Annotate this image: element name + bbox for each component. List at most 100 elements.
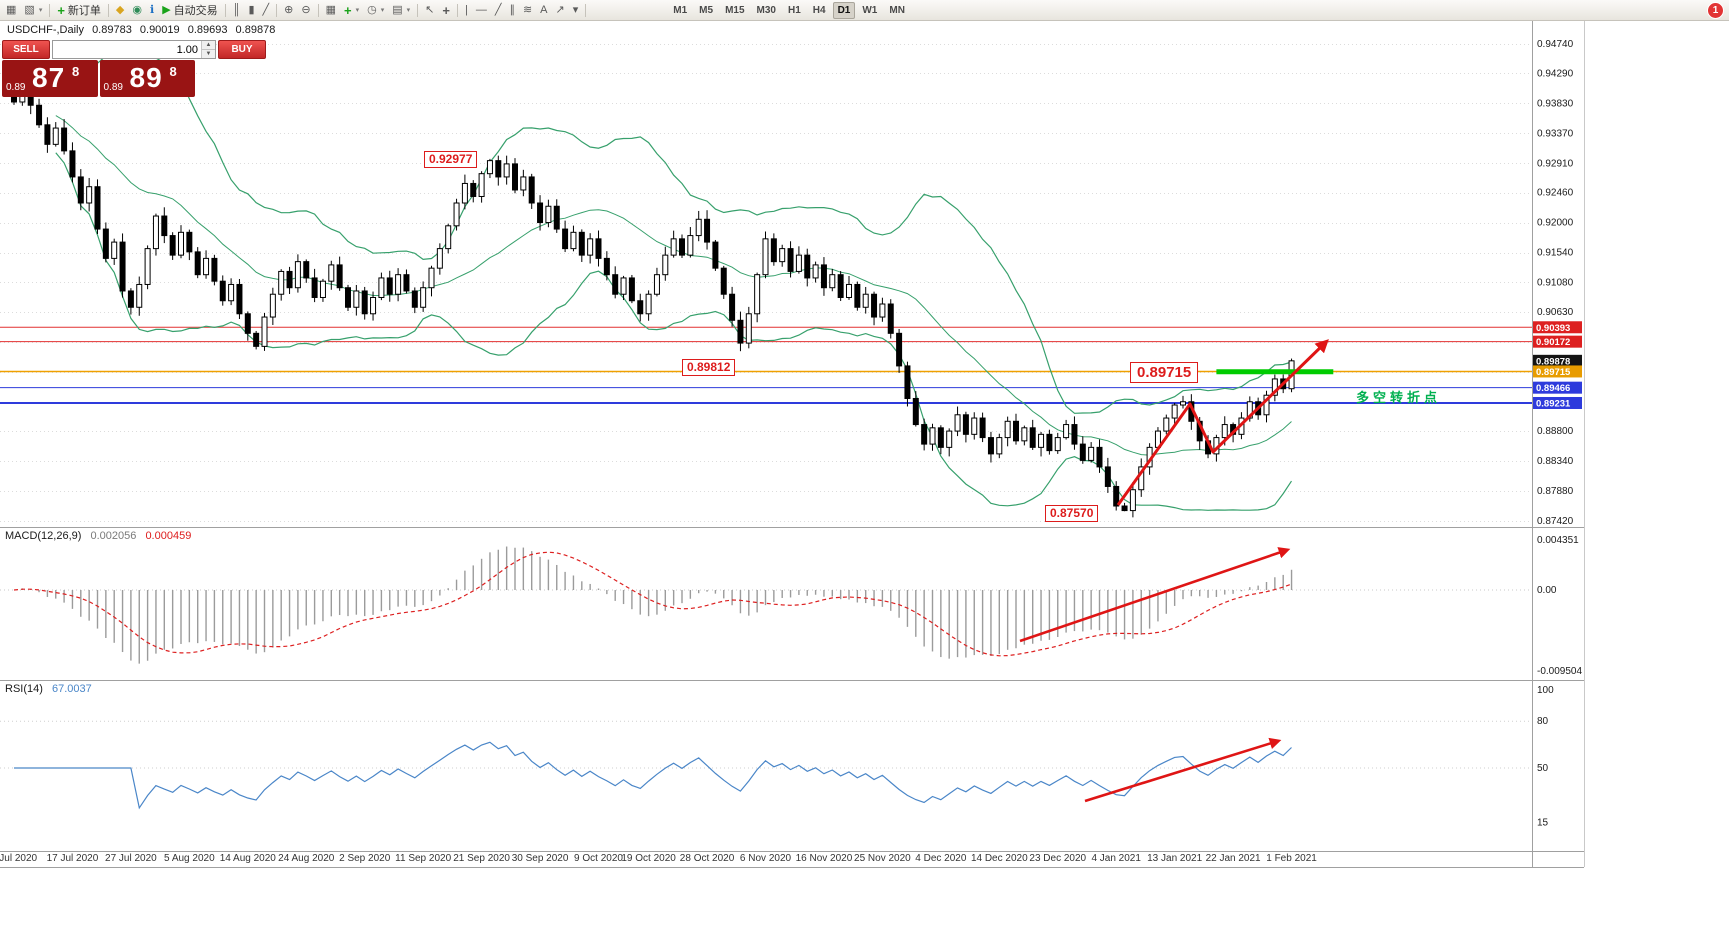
zoom-in-button[interactable]: ⊕ — [280, 1, 297, 19]
trend-arrow-macd[interactable] — [1019, 547, 1291, 643]
horizontal-line-button[interactable]: — — [472, 1, 491, 19]
about-button[interactable]: ℹ — [146, 1, 158, 19]
profiles-button[interactable]: ▧ ▾ — [20, 1, 46, 19]
indicators-caret-icon: ▾ — [355, 7, 360, 14]
crosshair-icon: + — [442, 2, 450, 18]
price-scale-label: 0.92460 — [1537, 188, 1574, 199]
line-chart-icon: ╱ — [262, 3, 270, 16]
crosshair-button[interactable]: + — [438, 1, 454, 19]
sell-price-box[interactable]: 0.89 87 8 — [2, 60, 98, 97]
volume-spinner: ▲ ▼ — [201, 41, 215, 58]
toolbar-separator — [49, 3, 51, 17]
market-button[interactable]: ◉ — [128, 1, 146, 19]
arrow-object-button[interactable]: ↗ — [552, 1, 569, 19]
price-tag-label: 0.89715 — [1536, 367, 1571, 378]
date-label: 28 Oct 2020 — [680, 853, 735, 864]
date-label: 27 Jul 2020 — [105, 853, 157, 864]
timeframe-m30-button[interactable]: M30 — [756, 4, 776, 16]
line-chart-button[interactable]: ╱ — [259, 1, 274, 19]
candle-chart-button[interactable]: ▮ — [244, 1, 258, 19]
timeframe-mn-button[interactable]: MN — [889, 4, 905, 16]
price-scale-label: 0.90630 — [1537, 307, 1574, 318]
ohlc-open-value: 0.89783 — [92, 24, 132, 36]
horizontal-line-icon: — — [475, 3, 487, 16]
chart-symbol-label: USDCHF-,Daily — [7, 24, 84, 36]
timeframe-m5-button[interactable]: M5 — [699, 4, 714, 16]
volume-input[interactable] — [53, 41, 201, 58]
toolbar-separator — [224, 3, 226, 17]
new-chart-icon: ▦ — [6, 3, 17, 16]
bar-chart-button[interactable]: ║ — [229, 1, 245, 19]
price-annotation-89812[interactable]: 0.89812 — [682, 359, 736, 376]
volume-up-icon[interactable]: ▲ — [202, 41, 215, 49]
price-tag-0.89231 — [1533, 396, 1582, 409]
date-label: 11 Sep 2020 — [395, 853, 451, 864]
tile-windows-button[interactable]: ▦ — [322, 1, 340, 19]
templates-button[interactable]: ▤ ▾ — [388, 1, 414, 19]
ohlc-high-value: 0.90019 — [139, 24, 180, 36]
about-icon: ℹ — [150, 3, 155, 16]
trendline-button[interactable]: ╱ — [491, 1, 506, 19]
channel-button[interactable]: ∥ — [505, 1, 519, 19]
date-label: 4 Dec 2020 — [915, 853, 967, 864]
autotrading-button[interactable]: ▶ 自动交易 — [158, 1, 221, 19]
price-annotation-89715[interactable]: 0.89715 — [1130, 362, 1199, 383]
sell-price-prefix: 0.89 — [6, 82, 26, 93]
new-order-label: 新订单 — [67, 5, 101, 17]
sell-button[interactable]: SELL — [2, 40, 50, 59]
price-tag-label: 0.90172 — [1536, 337, 1570, 348]
price-tag-0.89715 — [1533, 365, 1582, 378]
buy-price-box[interactable]: 0.89 89 8 — [99, 60, 195, 97]
rsi-title: RSI(14) — [5, 683, 43, 695]
date-label: 24 Aug 2020 — [278, 853, 335, 864]
trend-arrow-rsi[interactable] — [1084, 737, 1282, 803]
timeframe-w1-button[interactable]: W1 — [862, 4, 878, 16]
price-tag-label: 0.90393 — [1536, 323, 1570, 334]
tile-windows-icon: ▦ — [325, 3, 336, 16]
vertical-line-button[interactable]: | — [461, 1, 472, 19]
text-button[interactable]: A — [536, 1, 551, 19]
price-annotation-92977[interactable]: 0.92977 — [424, 151, 478, 168]
cursor-button[interactable]: ↖ — [421, 1, 438, 19]
date-label: 1 Feb 2021 — [1266, 853, 1317, 864]
toolbar-separator — [456, 3, 458, 17]
price-tag-label: 0.89466 — [1536, 383, 1570, 394]
macd-histogram — [21, 546, 1293, 664]
new-chart-button[interactable]: ▦ — [2, 1, 20, 19]
zoom-out-button[interactable]: ⊖ — [297, 1, 314, 19]
macd-signal-line — [13, 551, 1292, 657]
timeframe-d1-button[interactable]: D1 — [832, 1, 856, 19]
date-label: 14 Aug 2020 — [220, 853, 277, 864]
periods-button[interactable]: ◷ ▾ — [363, 1, 388, 19]
buy-price-big: 89 — [129, 62, 163, 93]
price-scale-label: 0.92000 — [1537, 218, 1574, 229]
price-annotation-87570[interactable]: 0.87570 — [1045, 505, 1099, 522]
timeframe-m1-button[interactable]: M1 — [673, 4, 688, 16]
trend-arrow-main[interactable] — [1116, 339, 1329, 506]
shapes-button[interactable]: ▾ — [569, 1, 583, 19]
metaeditor-button[interactable]: ◆ — [112, 1, 128, 19]
timeframe-h1-button[interactable]: H1 — [787, 4, 801, 16]
indicators-button[interactable]: + ▾ — [340, 1, 363, 19]
turning-point-label[interactable]: 多空转折点 — [1356, 390, 1442, 405]
main-toolbar: ▦ ▧ ▾ + 新订单 ◆ ◉ ℹ ▶ 自动交易 ║ ▮ ╱ ⊕ ⊖ ▦ + ▾ ◷ ▾ ▤ ▾ ↖ + | — ╱ ∥ ≋ A ↗ ▾ M1 M… — [0, 0, 1729, 21]
date-label: 19 Oct 2020 — [621, 853, 676, 864]
new-order-button[interactable]: + 新订单 — [53, 1, 105, 19]
fibonacci-button[interactable]: ≋ — [519, 1, 536, 19]
date-label: 17 Jul 2020 — [47, 853, 99, 864]
ohlc-close-value: 0.89878 — [235, 24, 276, 36]
date-label: 23 Dec 2020 — [1029, 853, 1086, 864]
notification-badge[interactable]: 1 — [1707, 2, 1724, 19]
rsi-value: 67.0037 — [51, 683, 92, 695]
volume-down-icon[interactable]: ▼ — [202, 49, 215, 58]
timeframe-h4-button[interactable]: H4 — [812, 4, 826, 16]
price-tag-0.90172 — [1533, 335, 1582, 348]
timeframe-m15-button[interactable]: M15 — [725, 4, 745, 16]
buy-button[interactable]: BUY — [218, 40, 266, 59]
price-scale-label: 0.87420 — [1537, 516, 1574, 527]
profiles-caret-icon: ▾ — [38, 7, 43, 14]
date-label: 14 Dec 2020 — [971, 853, 1028, 864]
